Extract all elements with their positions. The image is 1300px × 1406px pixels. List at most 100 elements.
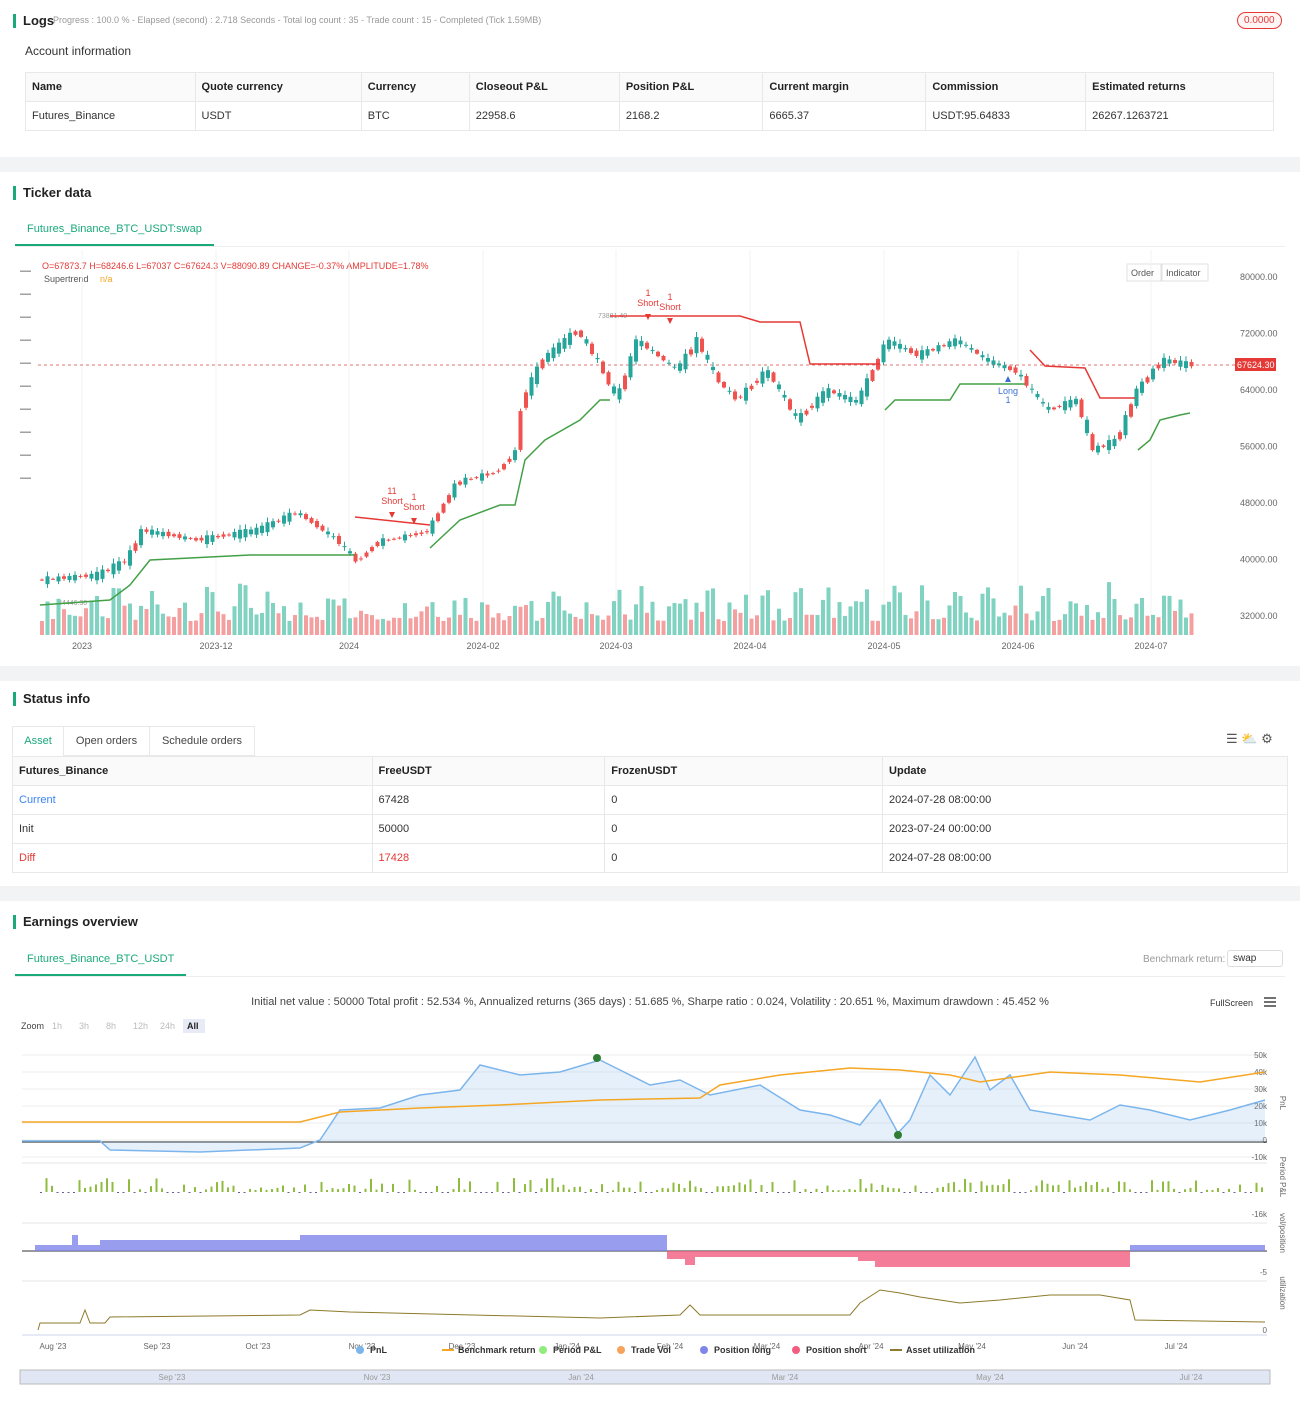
supertrend (1137, 412, 1191, 451)
candle-body (51, 578, 55, 580)
period-bar (595, 1192, 598, 1193)
volume-bar (1019, 585, 1023, 635)
column-header: Closeout P&L (468, 72, 620, 102)
period-bar (463, 1189, 466, 1192)
period-bar (925, 1192, 928, 1193)
column-header: FreeUSDT (371, 756, 606, 786)
legend-item[interactable]: Trade Vol (631, 1345, 671, 1355)
legend-item[interactable]: Benchmark return (458, 1345, 536, 1355)
volume-bar (766, 590, 770, 635)
volume-bar (540, 618, 545, 635)
x-tick-label: Feb '24 (657, 1342, 684, 1351)
period-bar (155, 1178, 158, 1192)
zoom-active (183, 1019, 205, 1033)
tool-icon: — (20, 380, 31, 392)
period-bar (447, 1192, 449, 1193)
table-cell: 2024-07-28 08:00:00 (882, 843, 1288, 873)
legend-item[interactable]: Asset utilization (906, 1345, 975, 1355)
x-tick-label: 2024-04 (733, 641, 766, 651)
status-tab[interactable]: Asset (12, 726, 64, 756)
volume-bar (144, 609, 149, 635)
volume-bar (84, 608, 88, 635)
candle-body (650, 350, 655, 352)
benchmark-select[interactable]: swap (1227, 950, 1283, 967)
volume-bar (51, 618, 55, 635)
volume-bar (617, 589, 622, 635)
zoom-button[interactable]: 1h (52, 1021, 62, 1031)
min-marker (894, 1131, 902, 1139)
volume-bar (1035, 611, 1040, 635)
period-bar (430, 1192, 433, 1193)
period-bar (480, 1192, 482, 1193)
period-bar (854, 1189, 856, 1192)
candle-body (458, 481, 462, 485)
period-bar (326, 1189, 328, 1192)
volume-bar (337, 605, 341, 635)
zoom-button[interactable]: 3h (79, 1021, 89, 1031)
period-bar (282, 1185, 284, 1192)
volume-bar (854, 601, 858, 635)
last-price-label: 67624.30 (1237, 360, 1275, 370)
volume-bar (342, 598, 347, 635)
legend-item[interactable]: Position long (714, 1345, 771, 1355)
fullscreen-button[interactable]: FullScreen (1210, 998, 1253, 1008)
candle-body (260, 525, 264, 533)
candle-body (232, 531, 237, 538)
supertrend (1029, 349, 1135, 399)
period-bar (227, 1187, 229, 1192)
legend-item[interactable]: Period P&L (553, 1345, 602, 1355)
volume-bar (870, 620, 875, 635)
navigator-label: May '24 (976, 1373, 1004, 1382)
candle-body (529, 377, 534, 396)
candle-body (282, 515, 286, 524)
period-bar (106, 1178, 108, 1192)
volume-bar (683, 599, 688, 635)
candle-body (1129, 404, 1133, 417)
volume-bar (474, 620, 479, 635)
ticker-tab[interactable]: Futures_Binance_BTC_USDT:swap (15, 214, 214, 246)
candle-body (1101, 445, 1106, 447)
zoom-button[interactable]: 8h (106, 1021, 116, 1031)
x-tick-label: Dec '23 (449, 1342, 476, 1351)
candle-body (67, 575, 72, 580)
legend-item[interactable]: PnL (370, 1345, 388, 1355)
toolbar-icons[interactable]: ☰ ⛅ ⚙ (1226, 731, 1273, 746)
volume-bar (997, 616, 1001, 635)
volume-bar (117, 588, 121, 635)
period-bar (716, 1186, 719, 1192)
zoom-button[interactable]: All (187, 1021, 199, 1031)
period-bar (606, 1192, 609, 1193)
legend-item[interactable]: Position short (806, 1345, 867, 1355)
chart-button[interactable] (1126, 263, 1162, 282)
period-bar (837, 1190, 840, 1192)
volume-bar (106, 618, 110, 635)
period-bar (623, 1187, 625, 1192)
volume-bar (650, 601, 655, 635)
status-tab[interactable]: Schedule orders (149, 726, 255, 756)
candle-body (452, 483, 457, 498)
chart-button[interactable] (1161, 263, 1209, 282)
period-bar (216, 1182, 218, 1192)
candle-body (95, 571, 99, 581)
supertrend (429, 399, 610, 549)
period-bar (414, 1189, 416, 1192)
x-tick-label: Jun '24 (1062, 1342, 1088, 1351)
zoom-button[interactable]: 24h (160, 1021, 175, 1031)
period-bar (298, 1192, 301, 1193)
candle-body (1019, 374, 1023, 377)
candle-body (1024, 375, 1029, 386)
candle-body (172, 534, 176, 537)
signal-count: 1 (645, 288, 650, 298)
period-bar (1162, 1181, 1164, 1192)
volume-bar (381, 618, 385, 635)
low-label: 34446.30 (58, 600, 87, 607)
candle-body (678, 363, 682, 371)
tool-icon: — (20, 311, 31, 323)
volume-bar (557, 596, 561, 635)
zoom-button[interactable]: 12h (133, 1021, 148, 1031)
status-tab[interactable]: Open orders (63, 726, 150, 756)
x-tick-label: 2024-06 (1001, 641, 1034, 651)
earnings-tab[interactable]: Futures_Binance_BTC_USDT (15, 944, 187, 976)
period-bar (249, 1188, 251, 1192)
volume-bar (122, 605, 127, 635)
